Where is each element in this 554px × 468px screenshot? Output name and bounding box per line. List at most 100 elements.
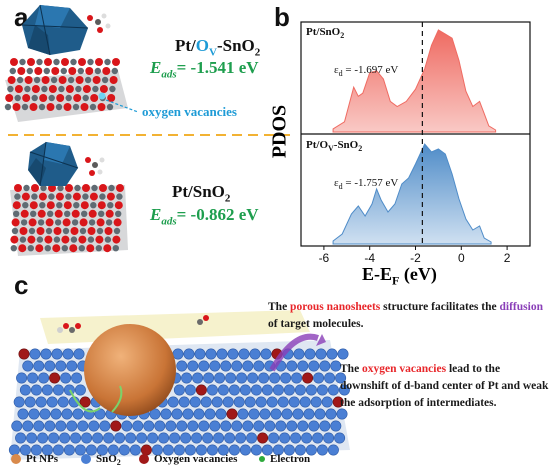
tin-atom	[31, 193, 38, 200]
oxygen-atom	[28, 218, 37, 227]
formula-ov: O	[195, 36, 210, 55]
sno2-atom	[299, 396, 311, 408]
oxygen-atom	[52, 244, 61, 253]
sno2-atom	[336, 408, 348, 420]
oxygen-atom	[44, 235, 53, 244]
oxygen-atom	[104, 227, 113, 235]
sno2-atom	[215, 408, 227, 420]
caption-highlight-porous: porous nanosheets	[290, 301, 381, 313]
tin-atom	[23, 184, 30, 192]
tin-atom	[96, 227, 104, 235]
tin-atom	[88, 219, 96, 226]
title-sub2: 2	[358, 144, 363, 154]
tin-atom	[30, 210, 37, 217]
sno2-atom	[260, 348, 272, 360]
oxygen-atom	[10, 58, 18, 66]
oxygen-atom	[73, 94, 82, 102]
sno2-atom	[290, 432, 302, 444]
oxygen-atom	[46, 201, 55, 210]
sno2-atom	[26, 432, 38, 444]
sno2-atom	[253, 420, 265, 432]
x-tick-label: 2	[504, 251, 511, 265]
sno2-atom	[192, 372, 204, 384]
title-text: Pt/O	[306, 139, 328, 151]
x-tick-label: -2	[410, 251, 421, 265]
sno2-atom	[77, 420, 89, 432]
oxygen-atom	[44, 58, 52, 66]
oxygen-atom	[99, 85, 108, 93]
sno2-atom	[261, 384, 273, 396]
oxygen-atom	[51, 67, 60, 75]
sno2-atom	[194, 348, 206, 360]
sno2-atom	[308, 360, 320, 372]
oxygen-atom	[29, 201, 38, 210]
tin-atom	[77, 67, 85, 75]
tin-atom	[57, 184, 64, 192]
top-adsorption-energy: Eads= -1.541 eV	[150, 58, 259, 80]
sno2-atom	[248, 408, 260, 420]
sno2-atom	[258, 372, 270, 384]
caption-highlight-diffusion: diffusion	[499, 301, 543, 313]
sno2-atom	[125, 432, 137, 444]
oxygen-atom	[14, 184, 22, 192]
tin-atom	[82, 94, 89, 102]
sno2-atom	[292, 408, 304, 420]
tin-atom	[87, 58, 94, 66]
oxygen-vacancy	[332, 396, 344, 408]
sno2-atom	[247, 372, 259, 384]
sno2-atom	[72, 408, 84, 420]
sno2-atom	[50, 408, 62, 420]
sno2-atom	[33, 360, 45, 372]
tin-atom	[65, 193, 72, 200]
oxygen-atom	[78, 58, 86, 66]
oxygen-atom	[113, 218, 122, 227]
legend-marker	[139, 454, 149, 464]
tin-atom	[61, 245, 68, 252]
sno2-atom	[41, 384, 53, 396]
sno2-atom	[187, 420, 199, 432]
sno2-atom	[11, 420, 23, 432]
sno2-atom	[272, 444, 284, 456]
formula-prefix: Pt/SnO	[172, 182, 225, 201]
tin-atom	[94, 67, 102, 75]
tin-atom	[65, 94, 72, 102]
sno2-atom	[195, 444, 207, 456]
sno2-atom	[228, 384, 240, 396]
sno2-atom	[66, 360, 78, 372]
sno2-atom	[330, 420, 342, 432]
legend-marker	[11, 454, 21, 464]
sno2-atom	[160, 408, 172, 420]
oxygen-vacancy	[49, 372, 61, 384]
panel-b-label: b	[274, 2, 290, 32]
sno2-atom	[316, 384, 328, 396]
oxygen-atom	[70, 227, 79, 235]
sno2-atom	[171, 408, 183, 420]
formula-sub2: 2	[254, 46, 261, 59]
sno2-atom	[52, 384, 64, 396]
sno2-atom	[22, 360, 34, 372]
bottom-lattice-atoms	[10, 184, 124, 253]
sno2-atom	[213, 432, 225, 444]
sno2-atom	[324, 372, 336, 384]
tin-atom	[28, 227, 36, 235]
oxygen-atom	[116, 184, 124, 192]
tin-atom	[75, 85, 82, 93]
xlabel-sub: F	[392, 273, 400, 288]
tin-atom	[31, 94, 38, 102]
sno2-atom	[335, 372, 347, 384]
oxygen-atom	[37, 209, 46, 218]
oxygen-atom	[80, 201, 89, 210]
sno2-atom	[209, 360, 221, 372]
sno2-atom	[203, 372, 215, 384]
tin-atom	[53, 236, 61, 243]
sno2-atom	[293, 348, 305, 360]
sno2-atom	[281, 408, 293, 420]
sno2-atom	[209, 420, 221, 432]
pdos-top-title: Pt/SnO2	[306, 26, 344, 40]
panel-c-illustration	[8, 310, 350, 464]
sno2-atom	[246, 432, 258, 444]
sno2-atom	[191, 432, 203, 444]
sno2-atom	[149, 408, 161, 420]
oxygen-atom	[31, 184, 39, 192]
